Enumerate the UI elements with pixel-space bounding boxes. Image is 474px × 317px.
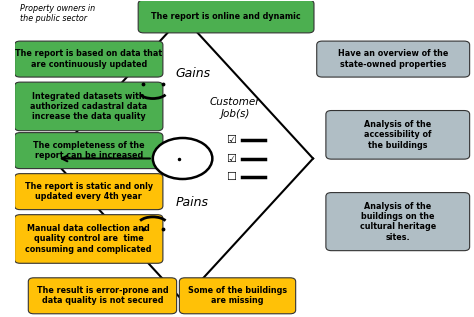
Text: Property owners in
the public sector: Property owners in the public sector (20, 4, 95, 23)
Text: ☐: ☐ (226, 172, 236, 183)
Text: Analysis of the
accessibility of
the buildings: Analysis of the accessibility of the bui… (364, 120, 431, 150)
FancyBboxPatch shape (28, 278, 177, 314)
Text: Pains: Pains (176, 196, 209, 209)
FancyBboxPatch shape (15, 41, 163, 77)
Text: Gains: Gains (176, 67, 211, 80)
FancyBboxPatch shape (326, 111, 470, 159)
Text: Integrated datasets with
authorized cadastral data
increase the data quality: Integrated datasets with authorized cada… (30, 92, 147, 121)
FancyBboxPatch shape (179, 278, 296, 314)
Text: The result is error-prone and
data quality is not secured: The result is error-prone and data quali… (36, 286, 168, 306)
Polygon shape (52, 16, 313, 301)
Text: Manual data collection and
quality control are  time
consuming and complicated: Manual data collection and quality contr… (26, 224, 152, 254)
Text: Analysis of the
buildings on the
cultural heritage
sites.: Analysis of the buildings on the cultura… (360, 202, 436, 242)
Text: Have an overview of the
state-owned properties: Have an overview of the state-owned prop… (338, 49, 448, 69)
Text: The report is based on data that
are continuously updated: The report is based on data that are con… (15, 49, 162, 69)
Text: The report is online and dynamic: The report is online and dynamic (151, 12, 301, 21)
Text: Customer
Job(s): Customer Job(s) (210, 97, 261, 119)
Text: ☑: ☑ (226, 153, 236, 164)
FancyBboxPatch shape (15, 174, 163, 210)
Text: The completeness of the
report can be increased: The completeness of the report can be in… (33, 141, 145, 160)
Circle shape (153, 138, 212, 179)
FancyBboxPatch shape (317, 41, 470, 77)
FancyBboxPatch shape (138, 0, 314, 33)
Text: ☑: ☑ (226, 134, 236, 145)
FancyBboxPatch shape (326, 193, 470, 251)
FancyBboxPatch shape (15, 82, 163, 131)
Text: Some of the buildings
are missing: Some of the buildings are missing (188, 286, 287, 306)
Text: The report is static and only
updated every 4th year: The report is static and only updated ev… (25, 182, 153, 201)
FancyBboxPatch shape (15, 215, 163, 263)
FancyBboxPatch shape (15, 133, 163, 169)
